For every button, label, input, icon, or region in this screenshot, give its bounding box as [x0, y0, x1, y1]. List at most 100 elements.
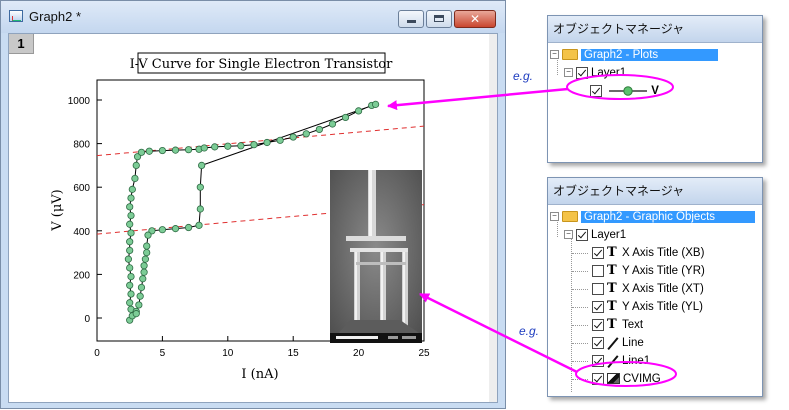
- data-point: [126, 238, 134, 246]
- chart-title-box[interactable]: [137, 52, 386, 74]
- tree-root-graphics[interactable]: − Graph2 - Graphic Objects: [548, 208, 762, 226]
- object-manager-graphics-title: オブジェクトマネージャ: [548, 178, 762, 205]
- data-point: [341, 113, 350, 122]
- tree-graphic-item[interactable]: T Text: [548, 316, 762, 334]
- folder-open-icon: [562, 49, 578, 61]
- tree-graphic-item-label: X Axis Title (XT): [622, 283, 704, 296]
- graphic-visible-checkbox[interactable]: [592, 283, 604, 295]
- tree-root-plots-label[interactable]: Graph2 - Plots: [581, 49, 719, 61]
- data-point: [136, 292, 144, 300]
- x-tick-label: 15: [288, 348, 300, 359]
- data-point: [140, 262, 148, 270]
- tree-graphic-item-label: CVIMG: [623, 373, 661, 385]
- tree-guide: [557, 57, 558, 75]
- y-tick-label: 0: [84, 314, 90, 325]
- tree-graphic-item[interactable]: T Y Axis Title (YL): [548, 298, 762, 316]
- layer-visible-checkbox[interactable]: [576, 66, 588, 79]
- collapse-icon[interactable]: −: [564, 230, 573, 240]
- tree-graphic-item-label: X Axis Title (XB): [622, 247, 705, 260]
- x-axis-title[interactable]: I (nA): [241, 367, 278, 382]
- x-tick-label: 5: [160, 348, 166, 359]
- x-tick-label: 25: [418, 348, 430, 359]
- data-point: [140, 268, 148, 276]
- data-point: [315, 125, 323, 134]
- tree-guide: [572, 253, 588, 254]
- x-tick-label: 10: [222, 348, 234, 359]
- y-axis-title[interactable]: V (μV): [50, 189, 65, 232]
- collapse-icon[interactable]: −: [550, 212, 559, 222]
- collapse-icon[interactable]: −: [564, 68, 573, 78]
- data-point: [196, 183, 204, 191]
- text-icon: T: [607, 281, 617, 296]
- collapse-icon[interactable]: −: [550, 50, 559, 60]
- tree-guide: [572, 289, 588, 290]
- data-point: [171, 225, 180, 233]
- image-icon: [607, 373, 620, 385]
- graphic-visible-checkbox[interactable]: [592, 336, 604, 349]
- tree-layer1-plots[interactable]: − Layer1: [548, 64, 762, 82]
- data-point: [328, 120, 337, 128]
- tree-graphic-item[interactable]: Line: [548, 334, 762, 352]
- data-point: [126, 281, 134, 289]
- layer-tab[interactable]: 1: [9, 34, 34, 54]
- data-point: [276, 136, 284, 144]
- graphic-visible-checkbox[interactable]: [592, 265, 604, 277]
- graph-window-titlebar[interactable]: Graph2 *: [1, 1, 505, 33]
- data-point: [126, 264, 134, 272]
- data-point: [372, 100, 380, 108]
- graphic-visible-checkbox[interactable]: [592, 354, 604, 367]
- object-manager-graphics[interactable]: オブジェクトマネージャ − Graph2 - Graphic Objects − L…: [547, 177, 763, 397]
- graphic-visible-checkbox[interactable]: [592, 301, 604, 313]
- graphic-visible-checkbox[interactable]: [592, 372, 604, 385]
- graphic-visible-checkbox[interactable]: [592, 247, 604, 259]
- tree-root-plots[interactable]: − Graph2 - Plots: [548, 46, 762, 64]
- data-point: [195, 221, 203, 229]
- vertical-scrollbar[interactable]: [489, 34, 497, 402]
- graph-page[interactable]: 1 0 5 10 15 20 25 0 200 400 600 800 1000 I-V Curve…: [8, 33, 498, 403]
- sem-image[interactable]: [330, 170, 422, 343]
- tree-graphic-item-label: Y Axis Title (YL): [622, 301, 703, 314]
- data-point: [132, 310, 140, 318]
- tree-graphic-item[interactable]: CVIMG: [548, 370, 762, 388]
- tree-graphic-item[interactable]: T X Axis Title (XT): [548, 280, 762, 298]
- data-point: [200, 144, 208, 152]
- text-icon: T: [607, 317, 617, 332]
- data-point: [127, 211, 135, 220]
- tree-layer1-graphics[interactable]: − Layer1: [548, 226, 762, 244]
- data-point: [141, 255, 149, 263]
- plot-visible-checkbox[interactable]: [590, 84, 602, 97]
- tree-plot-v-label: V: [651, 85, 659, 97]
- tree-graphic-item[interactable]: T Y Axis Title (YR): [548, 262, 762, 280]
- sem-image-picture: [330, 170, 422, 343]
- data-point: [224, 142, 232, 150]
- tree-graphic-item[interactable]: Line1: [548, 352, 762, 370]
- data-point: [158, 226, 166, 234]
- tree-layer1-graphics-label: Layer1: [591, 229, 627, 241]
- tree-guide: [557, 219, 558, 237]
- eg-label-1: e.g.: [513, 69, 534, 83]
- tree-guide: [572, 271, 588, 272]
- layer-visible-checkbox[interactable]: [576, 228, 588, 241]
- tree-guide: [572, 361, 588, 362]
- eg-label-2: e.g.: [519, 324, 540, 338]
- maximize-button[interactable]: [426, 10, 452, 28]
- tree-guide: [572, 343, 588, 344]
- line-icon: [607, 337, 619, 349]
- data-point: [196, 205, 204, 213]
- tree-graphic-item[interactable]: T X Axis Title (XB): [548, 244, 762, 262]
- data-point: [144, 231, 152, 239]
- object-manager-plots[interactable]: オブジェクトマネージャ − Graph2 - Plots − Layer1 V: [547, 15, 763, 163]
- x-tick-label: 0: [94, 348, 100, 359]
- iv-chart[interactable]: 0 5 10 15 20 25 0 200 400 600 800 1000 I-V Curve f…: [9, 34, 489, 402]
- data-point: [127, 194, 135, 202]
- tree-plot-v[interactable]: V: [548, 82, 762, 100]
- chart-title[interactable]: I-V Curve for Single Electron Transistor: [130, 57, 393, 72]
- graph-window[interactable]: Graph2 * 1 0 5 10 15 20 25 0 200 400 600 800 1000 …: [0, 0, 506, 409]
- tree-root-graphics-label[interactable]: Graph2 - Graphic Objects: [581, 211, 756, 223]
- data-point: [263, 138, 271, 147]
- data-point: [137, 148, 146, 156]
- graphic-visible-checkbox[interactable]: [592, 319, 604, 331]
- data-point: [158, 146, 166, 155]
- minimize-button[interactable]: [398, 10, 424, 28]
- close-button[interactable]: [454, 10, 496, 28]
